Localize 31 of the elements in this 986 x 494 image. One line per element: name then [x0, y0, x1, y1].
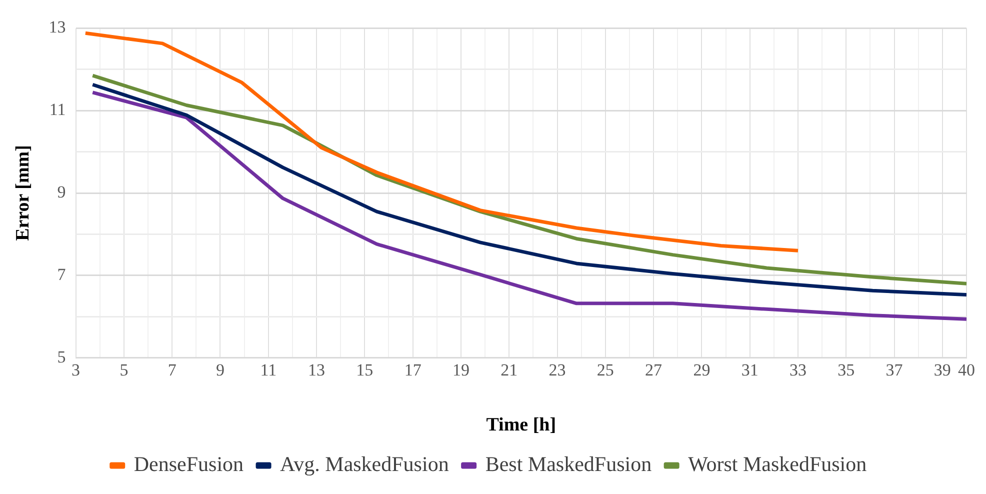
x-tick-label: 17 [404, 360, 422, 380]
legend-label: Worst MaskedFusion [688, 452, 868, 476]
legend-label: Best MaskedFusion [485, 452, 652, 476]
x-tick-label: 23 [548, 360, 566, 380]
x-axis-title: Time [h] [486, 414, 556, 436]
x-tick-label: 13 [308, 360, 326, 380]
y-axis-title: Error [mm] [12, 145, 34, 241]
x-tick-label: 21 [500, 360, 518, 380]
x-tick-label: 35 [838, 360, 855, 380]
legend-label: Avg. MaskedFusion [280, 452, 450, 476]
x-tick-label: 31 [741, 360, 758, 380]
y-tick-label: 9 [57, 182, 66, 202]
x-tick-label: 27 [645, 360, 663, 380]
x-tick-label: 39 [934, 360, 951, 380]
x-tick-label: 11 [260, 360, 277, 380]
x-tick-label: 3 [72, 360, 80, 380]
y-tick-label: 7 [57, 264, 66, 284]
x-tick-label: 15 [356, 360, 374, 380]
x-tick-label: 25 [596, 360, 614, 380]
x-tick-label: 29 [693, 360, 710, 380]
x-tick-label: 5 [120, 360, 128, 380]
x-tick-label: 40 [958, 360, 975, 380]
x-tick-label: 7 [168, 360, 177, 380]
x-tick-label: 9 [216, 360, 224, 380]
y-tick-label: 5 [57, 347, 66, 366]
y-tick-label: 13 [48, 18, 66, 37]
x-tick-label: 37 [886, 360, 904, 380]
x-tick-label: 33 [789, 360, 806, 380]
x-tick-label: 19 [452, 360, 470, 380]
y-tick-label: 11 [49, 100, 66, 120]
legend-label: DenseFusion [134, 452, 244, 476]
